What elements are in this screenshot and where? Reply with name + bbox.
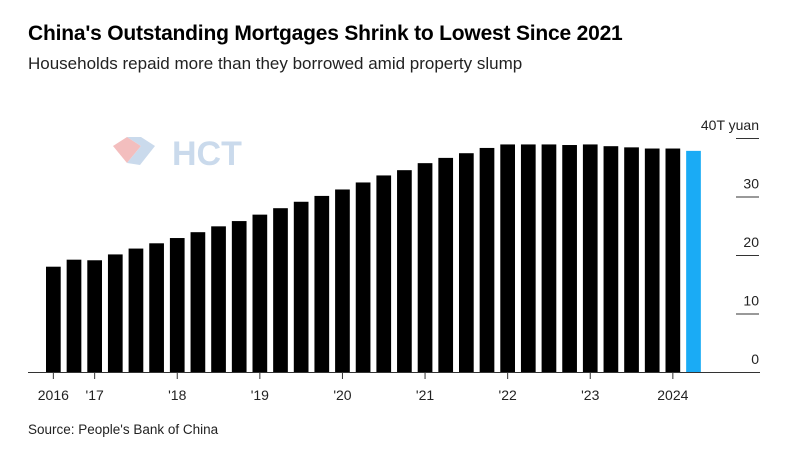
x-tick-label: '21: [416, 387, 434, 403]
x-tick-label: '18: [168, 387, 186, 403]
x-tick-label: '20: [333, 387, 351, 403]
bar-2022-Q4: [562, 145, 577, 372]
bar-2021-Q4: [479, 147, 495, 372]
bar-2023-Q2: [603, 146, 619, 372]
bar-2020-Q3: [376, 175, 392, 372]
y-tick-label: 0: [751, 351, 759, 367]
bar-2016-Q3: [46, 266, 61, 372]
bar-2017-Q3: [128, 248, 144, 372]
bar-2020-Q1: [335, 189, 350, 372]
bar-2021-Q3: [459, 153, 474, 372]
source-note: Source: People's Bank of China: [28, 422, 219, 437]
bar-2023-Q4: [644, 148, 660, 372]
bar-2018-Q2: [190, 232, 206, 372]
y-tick-label: 40T yuan: [701, 117, 759, 133]
svg-text:HCT: HCT: [172, 135, 242, 173]
bar-2022-Q1: [500, 144, 515, 372]
chart-title: China's Outstanding Mortgages Shrink to …: [28, 22, 623, 45]
bar-2024-Q1: [665, 148, 681, 372]
x-tick-label: '23: [581, 387, 599, 403]
chart-subtitle: Households repaid more than they borrowe…: [28, 54, 523, 73]
bar-2017-Q2: [107, 254, 123, 372]
x-tick-label: '17: [86, 387, 104, 403]
bar-2017-Q4: [149, 243, 164, 372]
bar-2019-Q1: [252, 214, 268, 372]
bar-2022-Q2: [520, 144, 536, 372]
bar-2018-Q4: [231, 221, 247, 372]
x-tick-label: 2024: [657, 387, 688, 403]
y-tick-label: 10: [743, 293, 759, 309]
bar-2024-Q2: [686, 150, 701, 372]
bar-2023-Q3: [624, 147, 639, 372]
hct-watermark-logo: HCT: [113, 135, 242, 173]
bar-2023-Q1: [582, 144, 598, 372]
bar-2019-Q4: [314, 195, 330, 372]
x-tick-label: 2016: [38, 387, 69, 403]
bar-2019-Q3: [293, 201, 309, 372]
bar-2021-Q1: [417, 163, 433, 372]
bar-2018-Q3: [211, 226, 226, 372]
bar-2020-Q2: [355, 182, 371, 372]
y-tick-label: 20: [743, 234, 759, 250]
bar-2022-Q3: [541, 144, 557, 372]
bar-2016-Q4: [66, 259, 82, 372]
y-tick-label: 30: [743, 176, 759, 192]
bar-2017-Q1: [87, 260, 102, 372]
bar-2021-Q2: [438, 157, 454, 372]
bar-2020-Q4: [397, 170, 412, 372]
x-tick-label: '22: [499, 387, 517, 403]
bar-2018-Q1: [169, 238, 185, 372]
bar-2019-Q2: [273, 208, 288, 372]
x-tick-label: '19: [251, 387, 269, 403]
